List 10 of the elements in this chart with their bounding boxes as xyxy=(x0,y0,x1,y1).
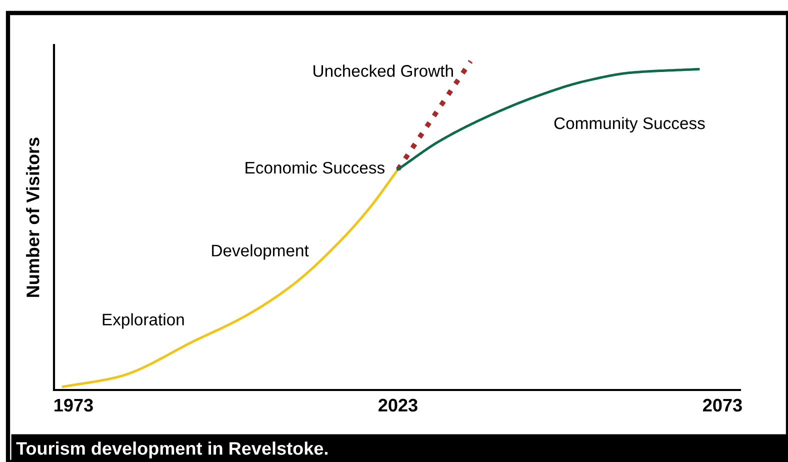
annotation: Exploration xyxy=(102,313,184,329)
annotation: Development xyxy=(212,244,309,260)
x-tick-label: 2023 xyxy=(378,398,418,412)
series-label: Unchecked Growth xyxy=(314,64,453,77)
text: Tourism development in Revelstoke. xyxy=(16,442,328,458)
x-tick-label: 1973 xyxy=(54,398,93,412)
annotation: Economic Success xyxy=(246,161,384,174)
y-axis-title: Number of Visitors xyxy=(26,138,40,297)
series-label: Community Success xyxy=(554,116,705,132)
x-tick-label: 2073 xyxy=(703,398,742,412)
